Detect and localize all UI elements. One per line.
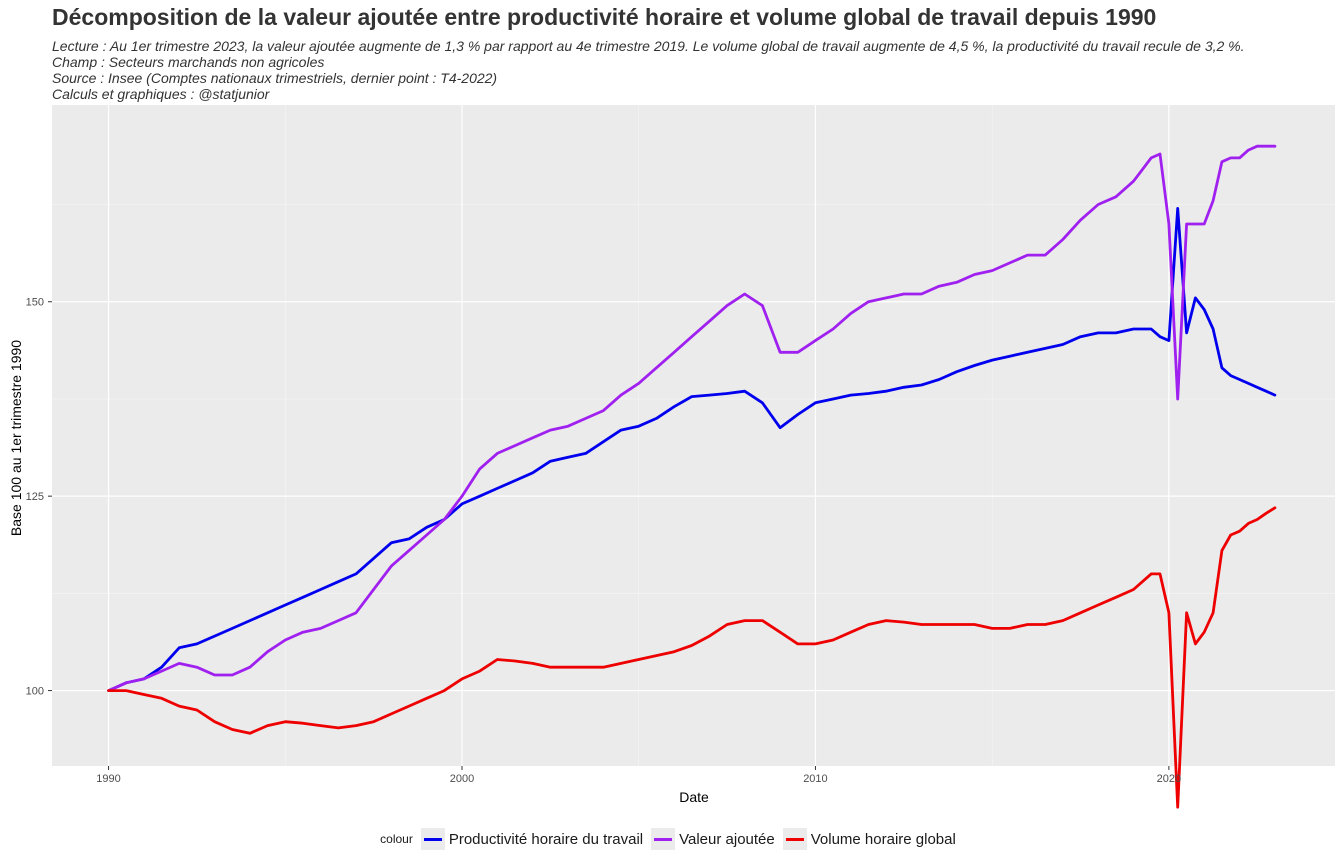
y-axis: 100 125 150	[26, 297, 52, 698]
x-tick-label: 2000	[450, 773, 474, 785]
subtitle-line-lecture: Lecture : Au 1er trimestre 2023, la vale…	[52, 38, 1245, 54]
subtitle-line-source: Source : Insee (Comptes nationaux trimes…	[52, 70, 498, 86]
x-axis: 1990 2000 2010 2020	[96, 766, 1181, 785]
legend-key-valeur-ajoutee	[651, 828, 676, 850]
legend-label-volume-horaire: Volume horaire global	[810, 830, 956, 848]
legend-item-volume-horaire: Volume horaire global	[782, 828, 956, 850]
x-axis-title: Date	[679, 789, 709, 805]
subtitle-line-champ: Champ : Secteurs marchands non agricoles	[52, 54, 325, 70]
legend-title: colour	[380, 832, 413, 846]
chart-subtitle: Lecture : Au 1er trimestre 2023, la vale…	[52, 38, 1245, 102]
y-tick-label: 125	[26, 491, 44, 503]
legend-label-valeur-ajoutee: Valeur ajoutée	[679, 830, 775, 848]
plot-panel	[52, 105, 1335, 766]
minor-gridlines	[52, 105, 1335, 766]
legend-key-productivite	[420, 828, 445, 850]
y-axis-title: Base 100 au 1er trimestre 1990	[8, 340, 24, 536]
chart-title: Décomposition de la valeur ajoutée entre…	[52, 4, 1157, 30]
series-lines	[107, 144, 1277, 809]
x-tick-label: 1990	[96, 773, 120, 785]
legend-key-volume-horaire	[782, 828, 807, 850]
y-tick-label: 150	[26, 297, 44, 309]
subtitle-line-credits: Calculs et graphiques : @statjunior	[52, 86, 270, 102]
x-tick-label: 2020	[1157, 773, 1181, 785]
x-tick-label: 2010	[803, 773, 827, 785]
legend: colour Productivité horaire du travail V…	[0, 828, 1344, 850]
y-tick-label: 100	[26, 686, 44, 698]
major-gridlines	[52, 105, 1335, 766]
series-line-2	[107, 506, 1277, 809]
legend-item-valeur-ajoutee: Valeur ajoutée	[651, 828, 775, 850]
legend-label-productivite: Productivité horaire du travail	[448, 830, 644, 848]
series-line-1	[107, 144, 1277, 692]
legend-item-productivite: Productivité horaire du travail	[420, 828, 644, 850]
series-line-0	[107, 207, 1277, 692]
